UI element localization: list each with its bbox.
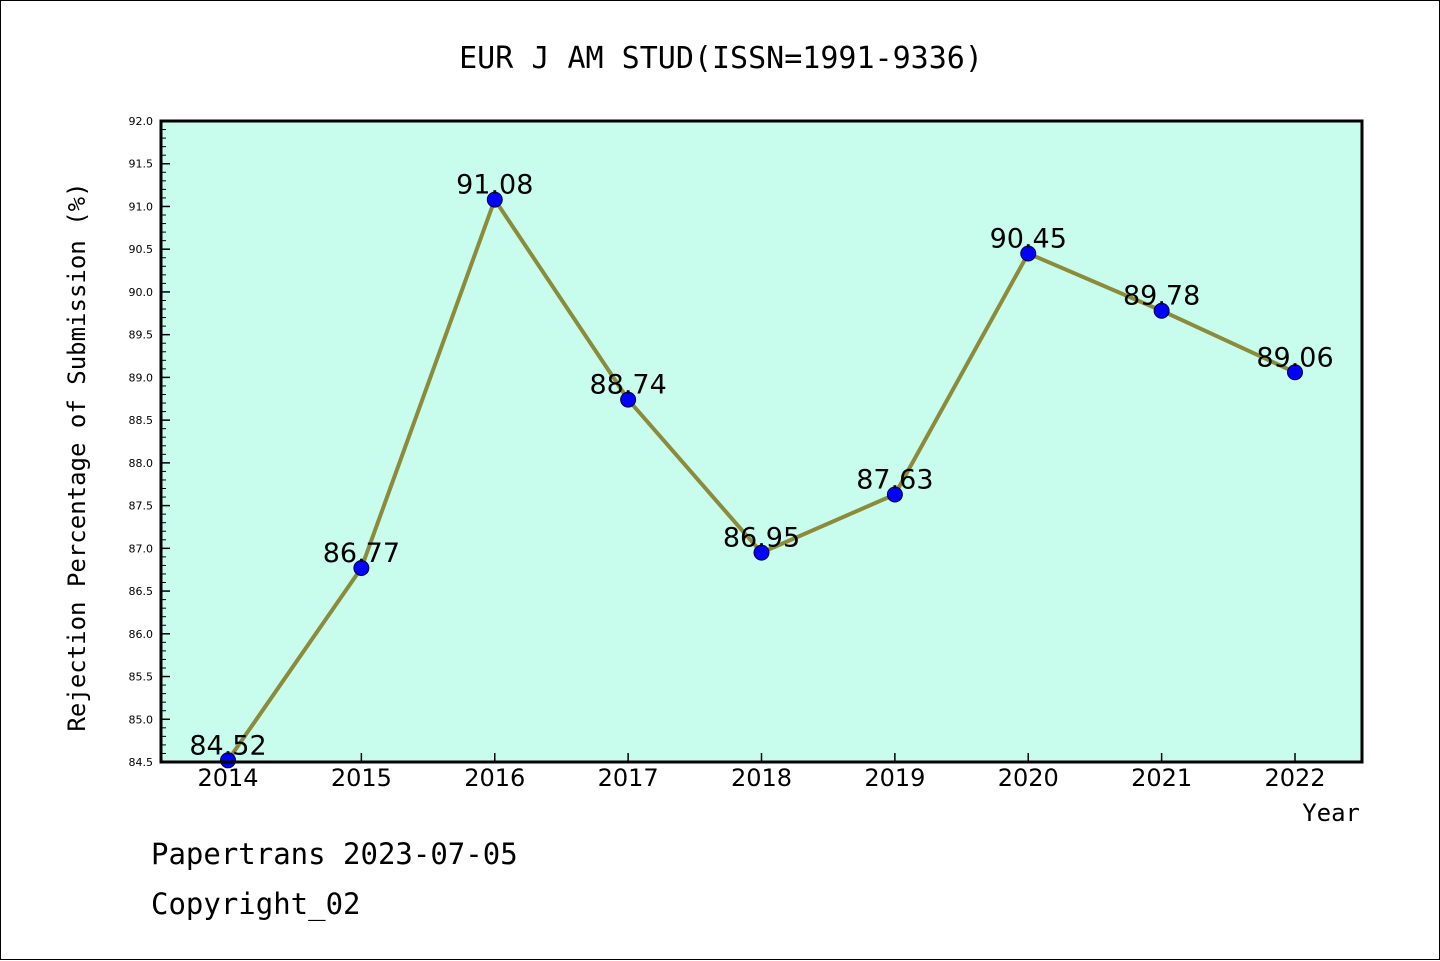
y-tick-label: 86.0 <box>129 628 154 641</box>
data-label: 86.95 <box>723 523 800 554</box>
data-point <box>620 391 637 408</box>
data-label: 90.45 <box>990 223 1067 254</box>
x-axis-ticks: 2014 2015 2016 2017 2018 2019 2020 2021 2022 <box>197 753 1326 792</box>
data-point <box>486 191 503 208</box>
chart-title: EUR J AM STUD(ISSN=1991-9336) <box>459 41 983 76</box>
data-label: 86.77 <box>323 538 400 569</box>
y-tick-label: 91.5 <box>129 158 154 171</box>
data-point <box>1153 302 1170 319</box>
x-tick-label: 2016 <box>464 764 525 792</box>
x-tick-label: 2020 <box>998 764 1059 792</box>
y-tick-label: 86.5 <box>129 585 154 598</box>
data-label: 84.52 <box>189 730 266 761</box>
y-tick-label: 90.5 <box>129 243 154 256</box>
data-point <box>353 559 370 576</box>
y-tick-label: 85.0 <box>129 713 154 726</box>
x-tick-label: 2015 <box>331 764 392 792</box>
data-point <box>220 752 236 769</box>
x-tick-label: 2022 <box>1264 764 1325 792</box>
data-point <box>1020 245 1037 262</box>
y-tick-label: 88.0 <box>129 457 154 470</box>
y-tick-label: 85.5 <box>129 671 154 684</box>
x-tick-label: 2019 <box>864 764 925 792</box>
x-axis-label: Year <box>1302 799 1360 827</box>
y-tick-label: 87.0 <box>129 542 154 555</box>
y-tick-label: 90.0 <box>129 286 154 299</box>
data-label: 88.74 <box>589 370 666 401</box>
data-point <box>886 486 903 503</box>
y-tick-label: 88.5 <box>129 414 154 427</box>
y-tick-label: 89.0 <box>129 371 154 384</box>
data-label: 89.78 <box>1123 281 1200 312</box>
y-tick-label: 89.5 <box>129 329 154 342</box>
y-tick-label: 92.0 <box>129 115 154 128</box>
y-axis-label: Rejection Percentage of Submission (%) <box>63 182 91 731</box>
plot-area <box>161 121 1362 762</box>
y-tick-label: 91.0 <box>129 200 154 213</box>
y-tick-label: 84.5 <box>129 756 154 769</box>
y-tick-label: 87.5 <box>129 500 154 513</box>
plot-border <box>159 119 1364 764</box>
data-label: 89.06 <box>1256 342 1333 373</box>
data-points <box>220 191 1303 769</box>
footer-date: Papertrans 2023-07-05 <box>151 837 518 871</box>
data-point <box>753 544 770 561</box>
data-label: 91.08 <box>456 170 533 201</box>
x-tick-label: 2017 <box>598 764 659 792</box>
data-point <box>1287 364 1303 381</box>
data-label: 87.63 <box>856 464 933 495</box>
x-tick-label: 2021 <box>1131 764 1192 792</box>
x-tick-label: 2018 <box>731 764 792 792</box>
footer-copyright: Copyright_02 <box>151 887 361 921</box>
data-labels: 84.52 86.77 91.08 88.74 86.95 87.63 90.45 89.78… <box>189 170 1333 762</box>
x-tick-label: 2014 <box>197 764 258 792</box>
